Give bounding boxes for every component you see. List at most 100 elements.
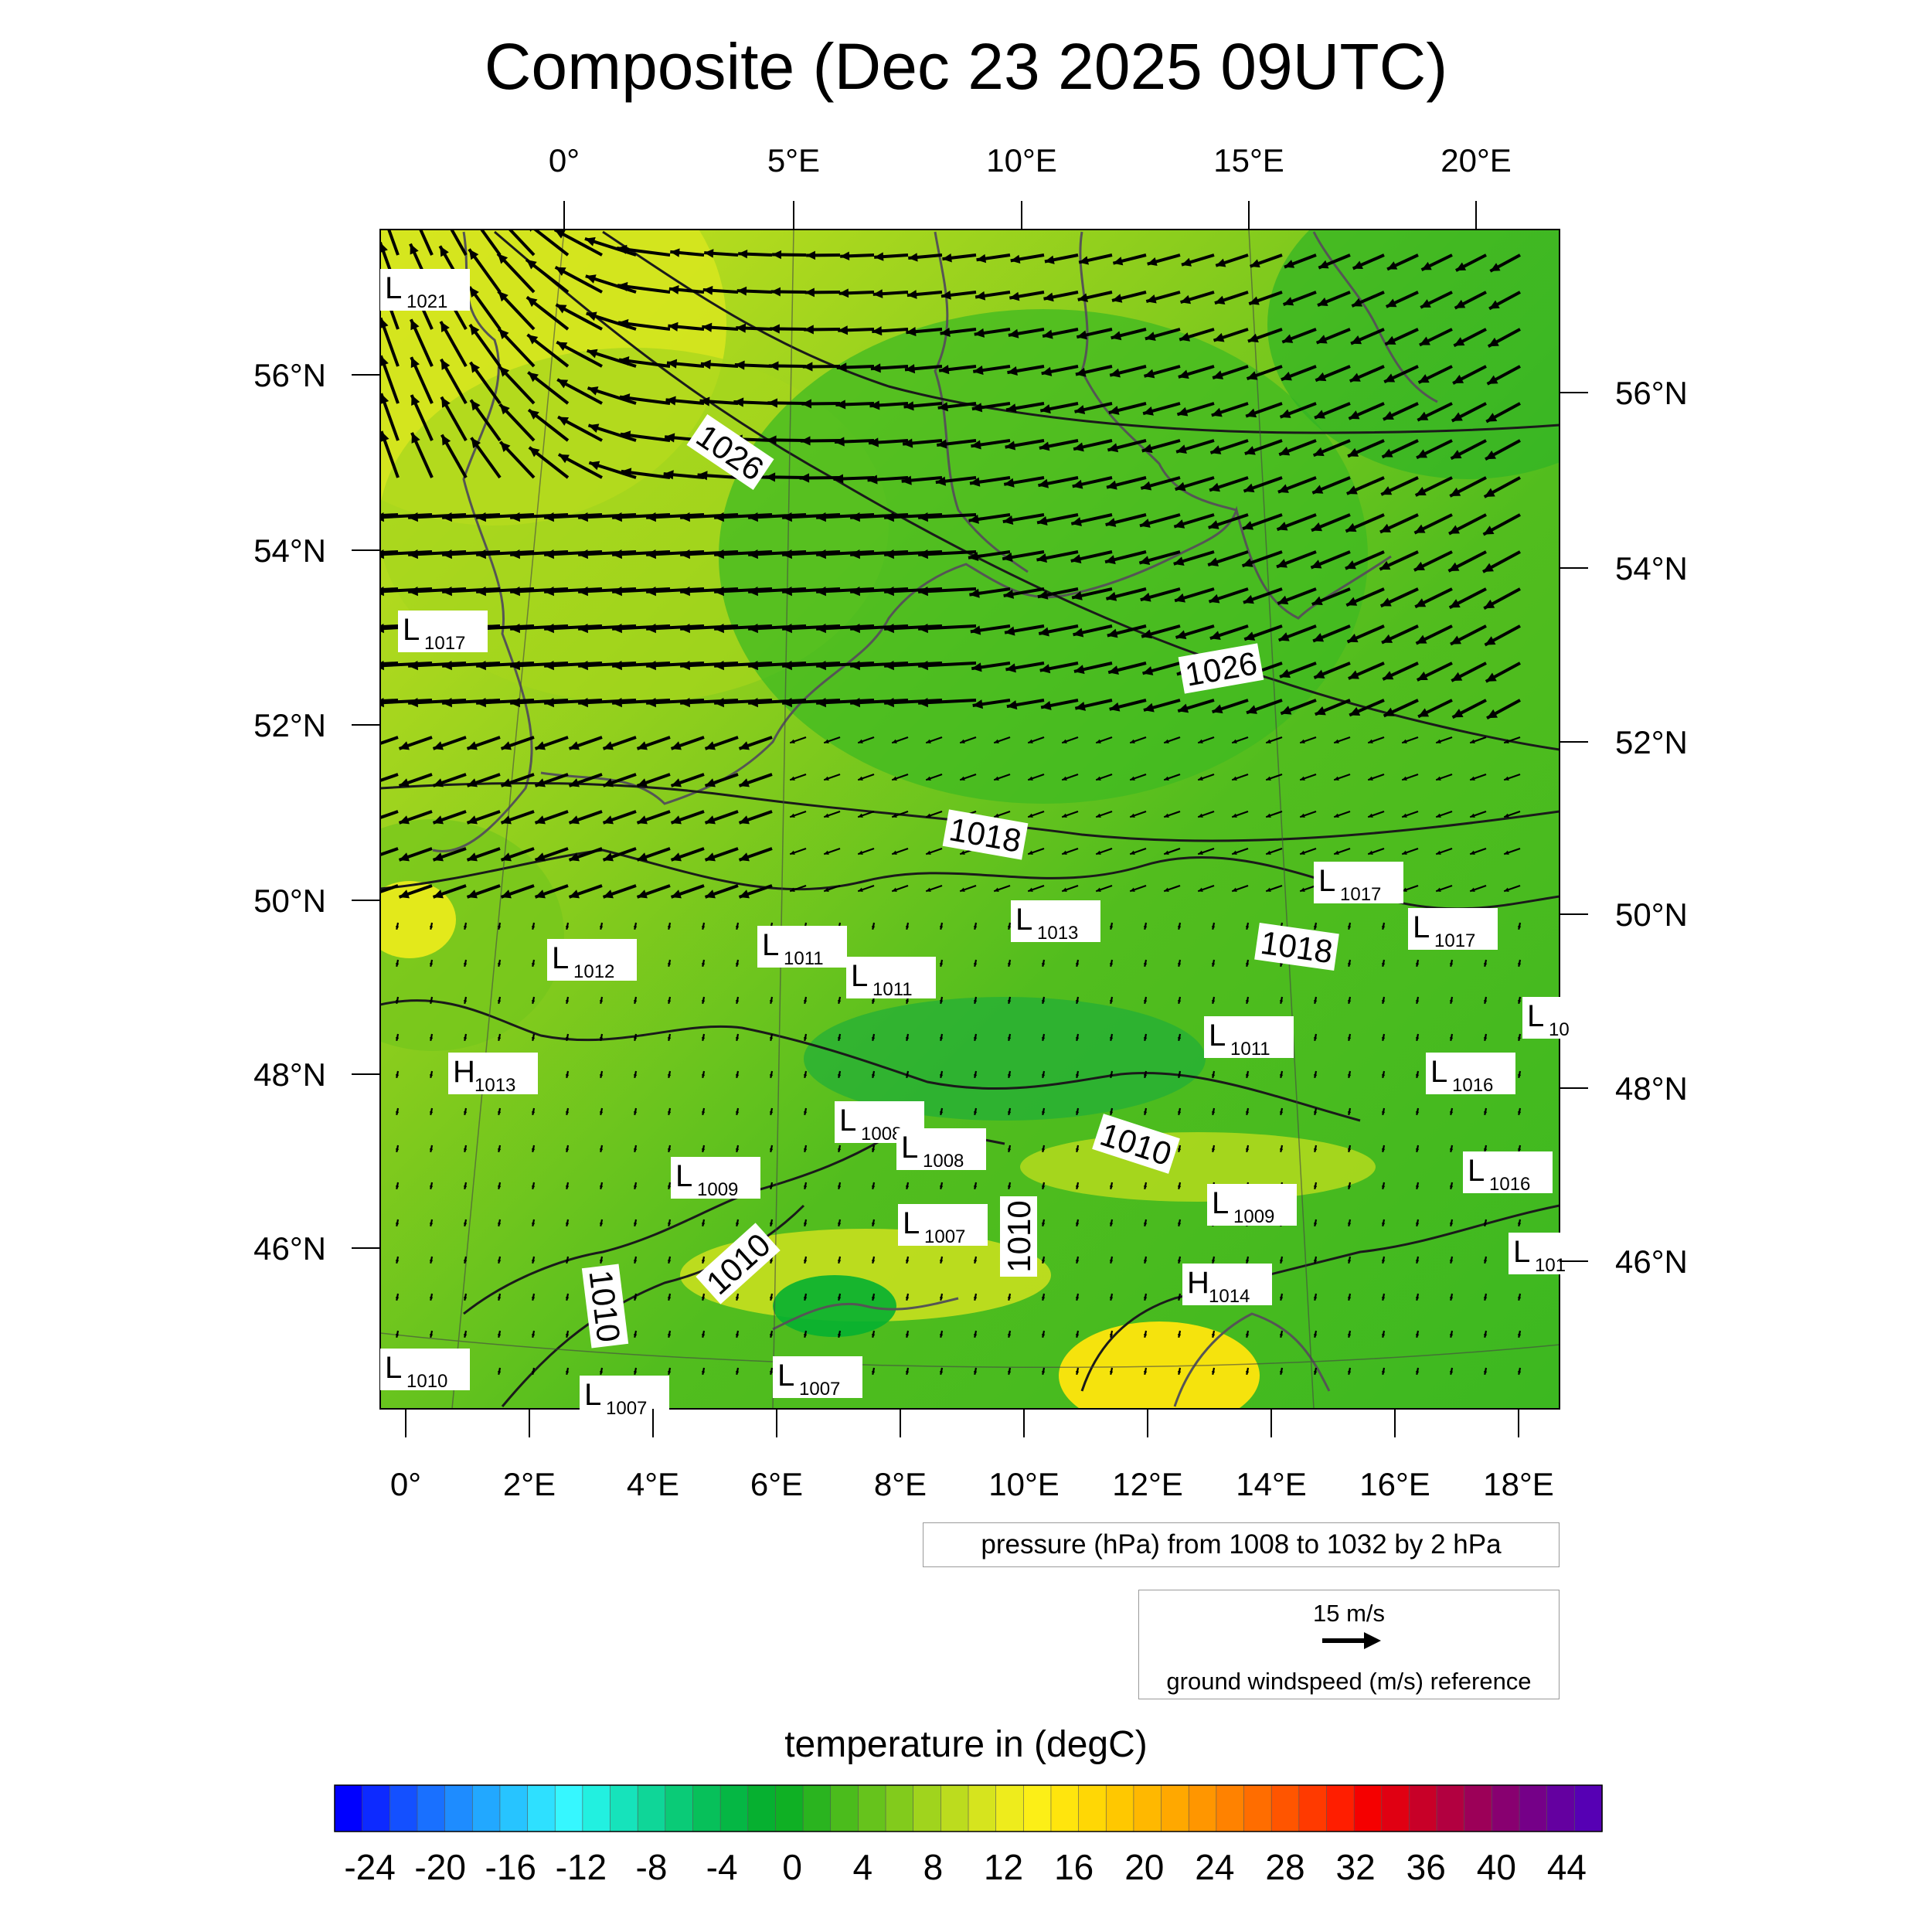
- wind-arrow-icon: [611, 624, 671, 634]
- bottom-lon-label: 12°E: [1112, 1466, 1183, 1502]
- wind-arrow-icon: [407, 698, 467, 708]
- wind-arrow-icon: [565, 1367, 570, 1376]
- wind-arrow-icon: [543, 624, 603, 634]
- wind-arrow-icon: [1197, 736, 1215, 744]
- wind-arrow-icon: [633, 1107, 638, 1116]
- wind-arrow-icon: [475, 661, 535, 671]
- wind-arrow-icon: [1211, 402, 1249, 417]
- wind-arrow-icon: [556, 378, 603, 405]
- wind-arrow-icon: [939, 1107, 944, 1116]
- colorbar-label: -4: [706, 1847, 738, 1887]
- wind-arrow-icon: [395, 1330, 400, 1338]
- wind-arrow-icon: [905, 1033, 910, 1042]
- wind-arrow-icon: [1041, 996, 1046, 1005]
- wind-arrow-icon: [901, 475, 943, 485]
- top-lon-label: 15°E: [1213, 142, 1284, 179]
- wind-arrow-icon: [407, 587, 467, 597]
- wind-arrow-icon: [441, 698, 501, 708]
- bottom-lon-label: 10°E: [988, 1466, 1060, 1502]
- wind-arrow-icon: [1381, 1033, 1386, 1042]
- wind-arrow-icon: [1416, 662, 1453, 682]
- wind-arrow-icon: [1312, 439, 1351, 457]
- wind-arrow-icon: [479, 230, 502, 257]
- colorbar-swatch: [968, 1784, 997, 1832]
- wind-arrow-icon: [939, 959, 944, 968]
- wind-arrow-icon: [1347, 1256, 1352, 1264]
- colorbar-swatch: [858, 1784, 886, 1832]
- wind-arrow-icon: [645, 512, 705, 522]
- wind-arrow-icon: [857, 884, 875, 893]
- wind-arrow-icon: [871, 1367, 876, 1376]
- wind-arrow-icon: [1231, 773, 1249, 781]
- wind-arrow-icon: [1449, 1107, 1454, 1116]
- wind-arrow-icon: [1061, 884, 1079, 893]
- wind-arrow-icon: [1449, 1330, 1454, 1338]
- wind-arrow-icon: [380, 624, 399, 629]
- wind-arrow-icon: [959, 736, 977, 744]
- wind-arrow-icon: [713, 624, 773, 634]
- wind-arrow-icon: [470, 437, 502, 479]
- wind-arrow-icon: [1197, 773, 1215, 781]
- wind-arrow-icon: [380, 587, 433, 597]
- wind-arrow-icon: [463, 1107, 468, 1116]
- wind-arrow-icon: [1007, 959, 1012, 968]
- wind-arrow-icon: [670, 773, 705, 787]
- wind-arrow-icon: [1347, 1182, 1352, 1190]
- wind-arrow-icon: [1242, 513, 1283, 530]
- wind-arrow-icon: [905, 922, 910, 930]
- pressure-center-type: L: [1318, 864, 1335, 898]
- wind-arrow-icon: [1109, 1107, 1114, 1116]
- wind-arrow-icon: [500, 884, 535, 899]
- wind-arrow-icon: [735, 1070, 740, 1079]
- wind-arrow-icon: [1450, 624, 1487, 646]
- wind-arrow-icon: [735, 996, 740, 1005]
- wind-arrow-icon: [1140, 587, 1181, 602]
- wind-arrow-icon: [1280, 699, 1317, 716]
- wind-arrow-icon: [602, 736, 637, 750]
- wind-arrow-icon: [667, 1367, 672, 1376]
- wind-arrow-icon: [802, 362, 841, 372]
- wind-arrow-icon: [526, 333, 570, 368]
- wind-arrow-icon: [769, 1367, 774, 1376]
- wind-arrow-icon: [1179, 328, 1215, 342]
- wind-arrow-icon: [1129, 736, 1147, 744]
- wind-arrow-icon: [636, 773, 671, 787]
- wind-arrow-icon: [645, 587, 705, 597]
- wind-arrow-icon: [1248, 291, 1283, 306]
- wind-arrow-icon: [815, 512, 875, 522]
- wind-arrow-icon: [871, 1330, 876, 1338]
- pressure-center-type: L: [584, 1378, 601, 1412]
- colorbar-swatch: [1161, 1784, 1190, 1832]
- wind-arrow-icon: [969, 587, 1011, 598]
- wind-arrow-icon: [781, 661, 841, 671]
- left-lat-label: 54°N: [253, 532, 326, 569]
- wind-arrow-icon: [1075, 1107, 1080, 1116]
- wind-arrow-icon: [1176, 402, 1215, 417]
- wind-arrow-icon: [738, 847, 773, 862]
- pressure-center-type: L: [903, 1206, 920, 1240]
- wind-arrow-icon: [670, 847, 705, 862]
- wind-arrow-icon: [395, 1256, 400, 1264]
- wind-arrow-icon: [1245, 1256, 1250, 1264]
- wind-arrow-icon: [1299, 773, 1317, 781]
- wind-arrow-icon: [871, 1182, 876, 1190]
- wind-arrow-icon: [1310, 550, 1351, 570]
- pressure-center-value: 1013: [474, 1075, 515, 1096]
- wind-arrow-icon: [1109, 1256, 1114, 1264]
- wind-arrow-icon: [554, 265, 603, 294]
- wind-arrow-icon: [497, 1293, 502, 1301]
- colorbar-swatch: [362, 1784, 391, 1832]
- wind-arrow-icon: [1381, 1145, 1386, 1153]
- wind-arrow-icon: [1109, 1367, 1114, 1376]
- wind-arrow-icon: [429, 1219, 434, 1227]
- wind-arrow-icon: [679, 512, 739, 522]
- wind-arrow-icon: [747, 512, 807, 522]
- wind-arrow-icon: [543, 698, 603, 708]
- wind-arrow-icon: [701, 1330, 706, 1338]
- wind-arrow-icon: [1347, 996, 1352, 1005]
- wind-arrow-icon: [410, 432, 434, 478]
- wind-arrow-icon: [959, 773, 977, 781]
- right-lat-label: 56°N: [1615, 375, 1688, 411]
- pressure-center-value: 1009: [697, 1179, 738, 1200]
